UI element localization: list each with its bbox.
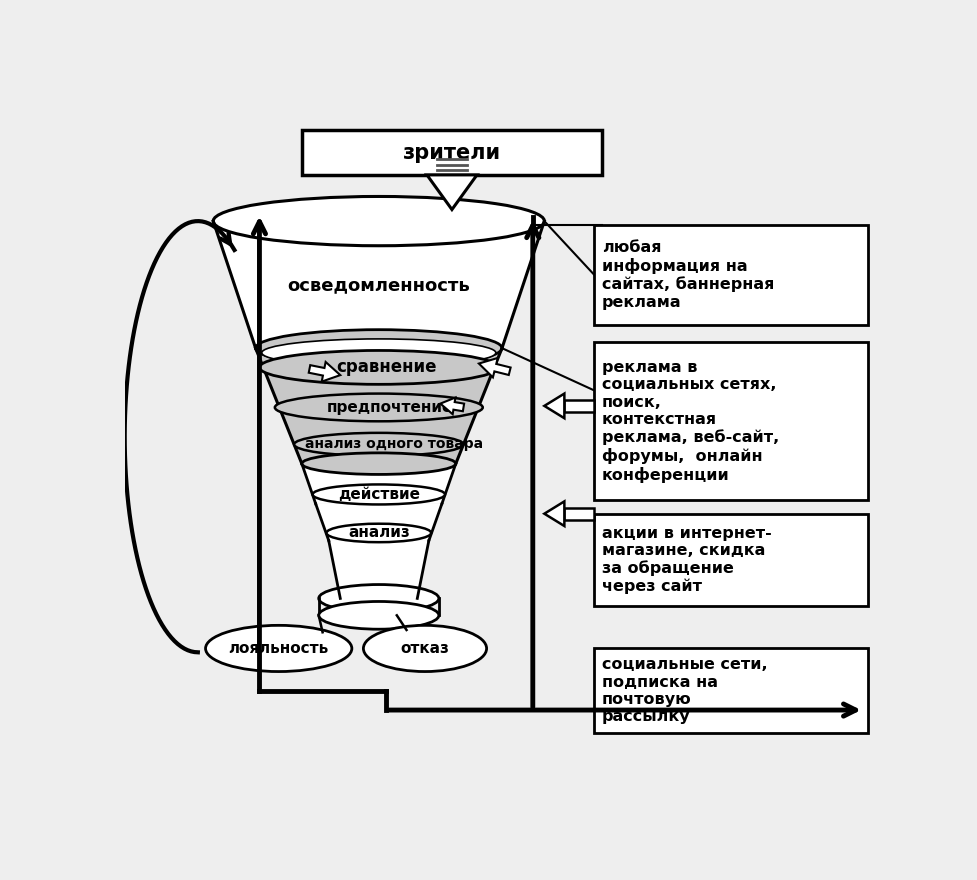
Ellipse shape	[319, 584, 439, 612]
Polygon shape	[544, 393, 564, 418]
Polygon shape	[328, 540, 428, 598]
Bar	[594, 225, 867, 325]
Text: анализ: анализ	[348, 525, 409, 540]
Bar	[594, 342, 867, 500]
Text: зрители: зрители	[403, 143, 500, 163]
Ellipse shape	[205, 626, 352, 671]
Ellipse shape	[363, 626, 487, 671]
Polygon shape	[255, 348, 501, 464]
Bar	[564, 400, 594, 412]
Text: действие: действие	[337, 487, 419, 502]
Ellipse shape	[259, 350, 497, 385]
Ellipse shape	[326, 524, 431, 542]
FancyArrow shape	[440, 398, 464, 414]
Polygon shape	[316, 503, 442, 540]
Ellipse shape	[213, 196, 544, 246]
Ellipse shape	[294, 433, 463, 456]
Ellipse shape	[313, 484, 445, 504]
Ellipse shape	[319, 602, 439, 629]
Text: лояльность: лояльность	[229, 641, 328, 656]
Polygon shape	[544, 502, 564, 526]
Ellipse shape	[302, 453, 455, 474]
Bar	[302, 130, 602, 175]
Ellipse shape	[255, 330, 501, 367]
FancyArrow shape	[479, 358, 510, 378]
Bar	[594, 649, 867, 733]
Polygon shape	[213, 221, 544, 348]
Text: предпочтение: предпочтение	[327, 400, 453, 415]
FancyArrow shape	[309, 362, 340, 382]
Text: отказ: отказ	[401, 641, 449, 656]
FancyArrow shape	[427, 175, 477, 209]
Bar	[594, 514, 867, 606]
Ellipse shape	[262, 339, 495, 367]
Text: реклама в
социальных сетях,
поиск,
контекстная
реклама, веб-сайт,
форумы,  онлай: реклама в социальных сетях, поиск, конте…	[602, 360, 779, 482]
Text: осведомленность: осведомленность	[287, 276, 470, 294]
Text: анализ одного товара: анализ одного товара	[305, 437, 483, 451]
Ellipse shape	[275, 393, 483, 422]
Text: социальные сети,
подписка на
почтовую
рассылку: социальные сети, подписка на почтовую ра…	[602, 657, 767, 724]
Text: акции в интернет-
магазине, скидка
за обращение
через сайт: акции в интернет- магазине, скидка за об…	[602, 525, 771, 594]
Bar	[564, 508, 594, 520]
Text: любая
информация на
сайтах, баннерная
реклама: любая информация на сайтах, баннерная ре…	[602, 240, 774, 310]
Text: сравнение: сравнение	[336, 358, 437, 377]
Polygon shape	[302, 464, 455, 503]
